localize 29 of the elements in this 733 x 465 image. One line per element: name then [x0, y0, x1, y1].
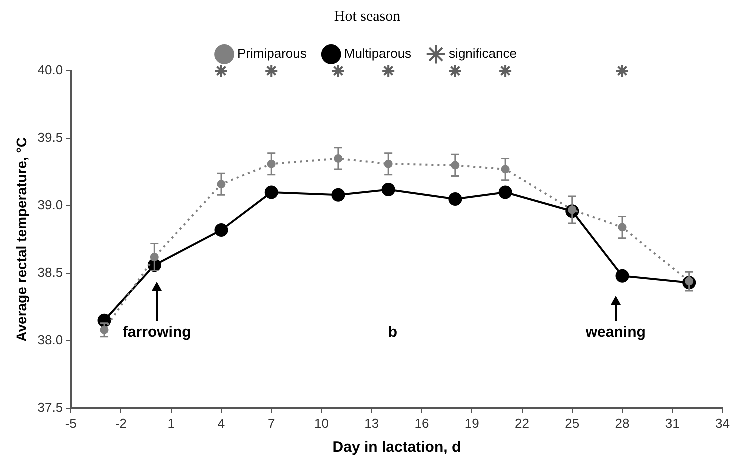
x-tick-label: 19 [464, 416, 480, 431]
x-tick-label: 31 [665, 416, 680, 431]
y-tick-label: 39.5 [38, 130, 64, 146]
x-tick-label: 4 [218, 416, 226, 431]
x-tick-label: -5 [65, 416, 77, 431]
y-tick-label: 38.0 [38, 332, 64, 348]
legend-label: significance [449, 46, 517, 62]
annotation: b [388, 324, 398, 342]
x-tick-label: 22 [515, 416, 530, 431]
legend-label: Primiparous [238, 46, 308, 62]
x-tick-label: 34 [716, 416, 730, 431]
annotation: weaning [586, 324, 646, 342]
x-tick-label: 1 [168, 416, 175, 431]
y-tick-label: 38.5 [38, 265, 64, 280]
x-tick-label: 7 [268, 416, 276, 431]
x-tick-label: -2 [115, 416, 128, 431]
y-tick-label: 37.5 [38, 400, 64, 415]
x-tick-label: 25 [565, 416, 580, 431]
y-axis-title: Average rectal temperature, °C [13, 138, 30, 342]
chart-title: Hot season [334, 8, 402, 25]
x-tick-label: 13 [364, 416, 380, 431]
x-tick-label: 28 [615, 416, 630, 431]
x-axis-title: Day in lactation, d [332, 439, 462, 456]
legend-label: Multiparous [344, 46, 412, 62]
x-tick-label: 16 [414, 416, 430, 431]
x-tick-label: 10 [314, 416, 329, 431]
y-tick-label: 39.0 [38, 198, 64, 213]
y-tick-label: 40.0 [38, 62, 64, 78]
annotation: farrowing [122, 324, 192, 342]
